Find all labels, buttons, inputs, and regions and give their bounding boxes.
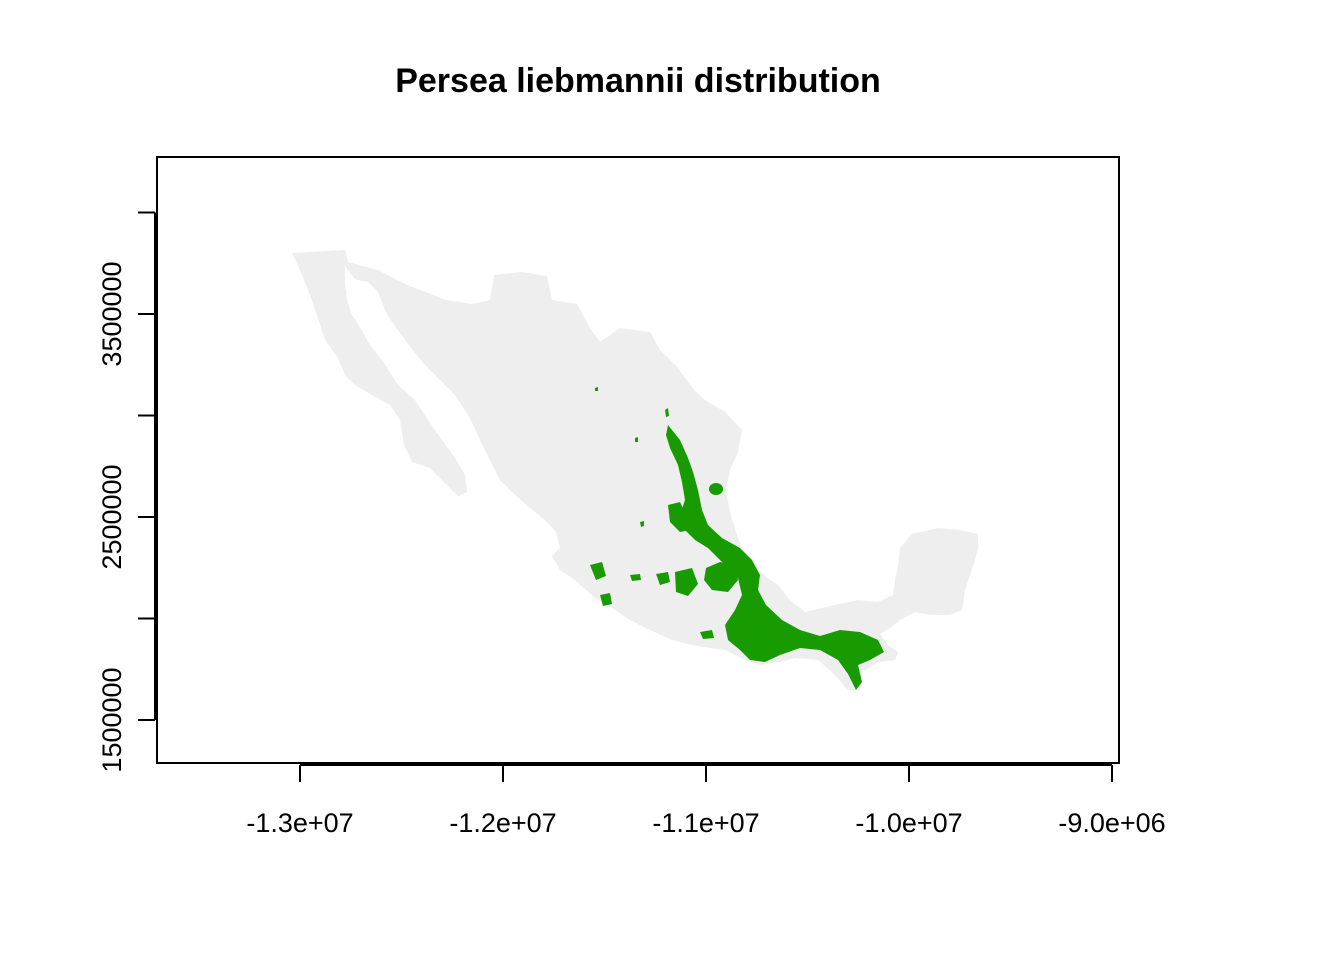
y-tick-label: 3500000 xyxy=(97,261,127,366)
gulf-of-california xyxy=(346,278,480,468)
mexico-mainland xyxy=(292,250,978,690)
x-axis: -1.3e+07 -1.2e+07 -1.1e+07 -1.0e+07 -9.0e+06 xyxy=(246,764,1166,838)
x-tick-label: -1.3e+07 xyxy=(246,808,353,838)
x-tick-label: -1.1e+07 xyxy=(652,808,759,838)
baja-california xyxy=(292,253,467,496)
y-tick-label: 2500000 xyxy=(97,464,127,569)
y-tick-label: 1500000 xyxy=(97,667,127,772)
chart-title: Persea liebmannii distribution xyxy=(395,62,881,100)
x-tick-label: -9.0e+06 xyxy=(1058,808,1165,838)
x-tick-label: -1.0e+07 xyxy=(855,808,962,838)
species-distribution xyxy=(590,387,884,690)
x-tick-label: -1.2e+07 xyxy=(449,808,556,838)
plot-frame xyxy=(156,156,1120,764)
y-axis: 1500000 2500000 3500000 xyxy=(97,211,156,773)
map-layer xyxy=(292,250,978,690)
